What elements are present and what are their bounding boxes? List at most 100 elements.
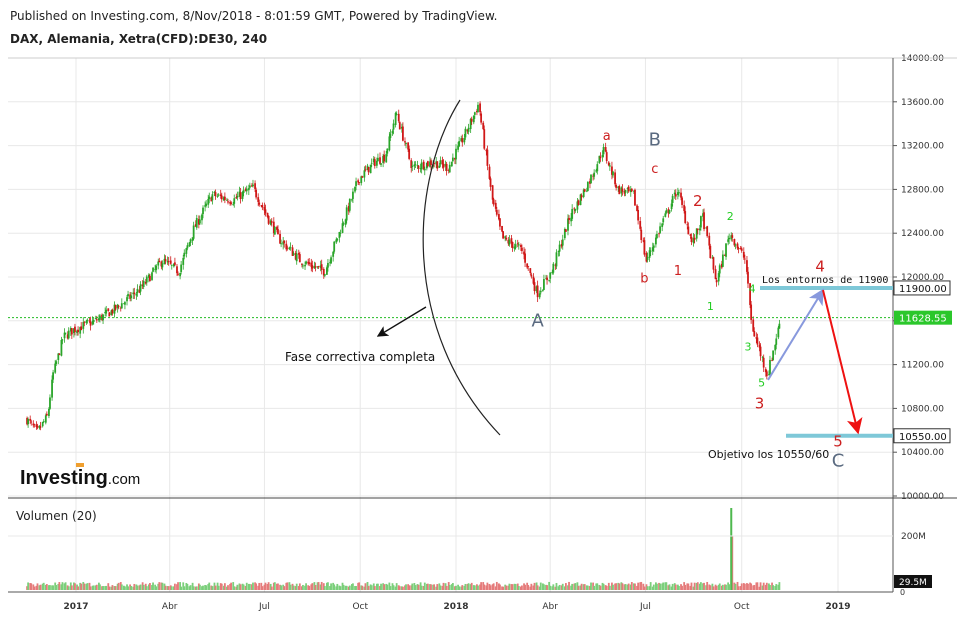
wave-label: 4 bbox=[749, 282, 756, 295]
volume-bar bbox=[570, 585, 573, 590]
candle-body bbox=[709, 245, 712, 258]
volume-bar bbox=[204, 585, 206, 590]
volume-bar bbox=[310, 584, 313, 590]
candle-body bbox=[247, 188, 250, 191]
volume-bar bbox=[160, 582, 163, 590]
candle-body bbox=[161, 263, 164, 268]
candle-body bbox=[79, 327, 82, 334]
candle-body bbox=[758, 344, 761, 348]
volume-bar bbox=[495, 581, 498, 590]
volume-bar bbox=[94, 585, 97, 590]
candle-body bbox=[703, 212, 705, 230]
candle-body bbox=[330, 257, 332, 264]
volume-bar bbox=[48, 585, 50, 590]
candle-body bbox=[85, 320, 88, 323]
candle-body bbox=[501, 226, 503, 232]
volume-bar bbox=[358, 582, 361, 590]
candle-body bbox=[555, 252, 558, 267]
volume-bar bbox=[92, 585, 95, 590]
candle-body bbox=[163, 258, 166, 265]
volume-bar bbox=[457, 584, 459, 590]
candle-body bbox=[604, 147, 607, 152]
candle-body bbox=[508, 239, 511, 245]
candle-body bbox=[753, 331, 756, 337]
candle-body bbox=[67, 330, 70, 339]
candle-body bbox=[680, 192, 682, 198]
candle-body bbox=[263, 207, 266, 211]
candle-body bbox=[126, 297, 128, 302]
candle-body bbox=[579, 194, 582, 206]
candle-body bbox=[172, 263, 175, 267]
volume-bar bbox=[380, 583, 382, 590]
candle-body bbox=[42, 421, 45, 423]
candle-body bbox=[477, 104, 479, 113]
candle-body bbox=[557, 250, 560, 252]
volume-bar bbox=[422, 585, 425, 590]
candle-body bbox=[479, 103, 481, 113]
volume-bar bbox=[363, 586, 366, 590]
volume-pane-label: Volumen (20) bbox=[16, 509, 97, 523]
candle-body bbox=[530, 274, 533, 277]
candle-body bbox=[681, 197, 683, 205]
candle-body bbox=[705, 227, 708, 229]
candle-body bbox=[83, 322, 86, 324]
candle-body bbox=[727, 239, 730, 242]
volume-bar bbox=[267, 582, 270, 590]
candle-body bbox=[778, 323, 781, 329]
volume-bar bbox=[27, 582, 30, 590]
candle-body bbox=[164, 259, 167, 262]
volume-bar bbox=[432, 584, 434, 590]
candle-body bbox=[60, 339, 63, 356]
candle-body bbox=[398, 122, 401, 130]
volume-bar bbox=[405, 584, 407, 590]
candle-body bbox=[157, 261, 160, 266]
y-tick-label: 13600.00 bbox=[901, 98, 944, 108]
volume-bar bbox=[345, 585, 348, 590]
candle-body bbox=[273, 226, 276, 235]
candle-body bbox=[402, 126, 404, 141]
candle-body bbox=[629, 189, 632, 192]
volume-bar bbox=[149, 583, 151, 590]
candle-body bbox=[634, 189, 636, 206]
candle-body bbox=[41, 422, 44, 427]
volume-bar bbox=[170, 586, 173, 590]
volume-bar bbox=[255, 583, 258, 590]
volume-bar bbox=[659, 583, 661, 590]
x-tick-label: Oct bbox=[734, 602, 750, 612]
volume-bar bbox=[110, 586, 113, 590]
candle-body bbox=[167, 261, 170, 263]
volume-bar bbox=[654, 582, 657, 590]
volume-bar bbox=[590, 582, 592, 590]
published-caption: Published on Investing.com, 8/Nov/2018 -… bbox=[10, 9, 498, 23]
volume-bar bbox=[480, 582, 483, 590]
volume-bar bbox=[51, 585, 53, 590]
candle-body bbox=[514, 244, 517, 248]
candle-body bbox=[342, 223, 345, 225]
candle-body bbox=[139, 284, 142, 292]
candle-body bbox=[598, 155, 601, 164]
volume-bar bbox=[49, 585, 51, 590]
candle-body bbox=[460, 138, 463, 142]
candle-body bbox=[552, 263, 555, 273]
candle-body bbox=[208, 196, 211, 200]
volume-bar bbox=[292, 585, 295, 590]
candle-body bbox=[611, 166, 613, 175]
candle-body bbox=[630, 188, 633, 192]
candle-body bbox=[197, 219, 200, 225]
candle-body bbox=[715, 280, 718, 283]
x-tick-label: 2019 bbox=[825, 602, 850, 612]
volume-bar bbox=[746, 583, 748, 590]
volume-bar bbox=[419, 582, 422, 590]
volume-bar bbox=[541, 583, 544, 590]
volume-bar bbox=[235, 586, 238, 590]
volume-bar bbox=[548, 581, 551, 590]
volume-bar bbox=[498, 583, 500, 590]
volume-bar bbox=[524, 584, 526, 590]
volume-bar bbox=[91, 585, 94, 590]
volume-bar bbox=[693, 582, 696, 590]
volume-bar bbox=[342, 584, 345, 590]
volume-bar bbox=[348, 585, 351, 590]
candle-body bbox=[447, 170, 450, 171]
volume-bar bbox=[320, 581, 323, 590]
